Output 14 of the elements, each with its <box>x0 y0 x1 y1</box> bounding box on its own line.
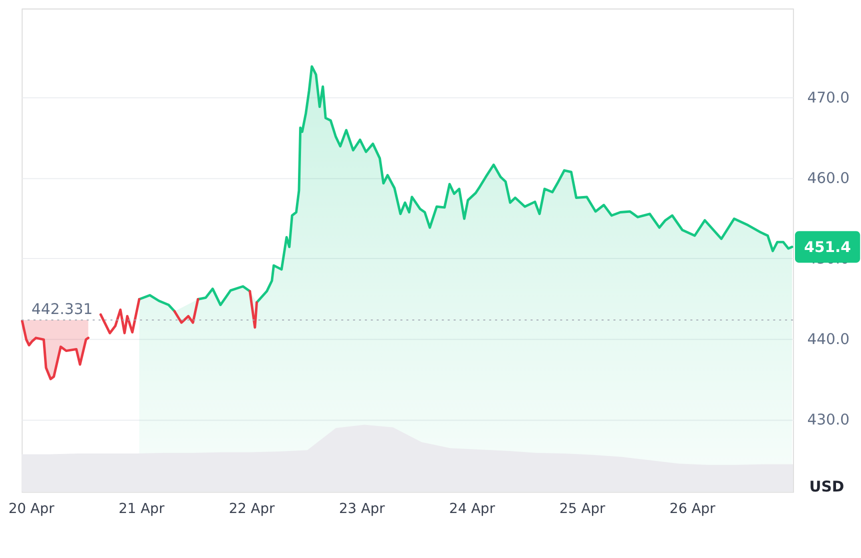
x-tick-label: 23 Apr <box>339 500 386 517</box>
x-tick-label: 25 Apr <box>559 500 606 517</box>
y-tick-label: 460.0 <box>807 170 850 188</box>
x-tick-label: 22 Apr <box>228 500 275 517</box>
x-tick-label: 20 Apr <box>8 500 55 517</box>
y-tick-label: 430.0 <box>807 412 850 429</box>
x-tick-label: 26 Apr <box>670 500 716 517</box>
x-tick-label: 24 Apr <box>449 500 496 517</box>
annotation: 451.4 <box>804 238 851 256</box>
ref-line-label: 442.331 <box>32 301 93 318</box>
x-tick-label: 21 Apr <box>118 500 165 517</box>
y-axis-title: USD <box>809 478 844 496</box>
y-tick-label: 470.0 <box>807 90 850 107</box>
y-tick-label: 440.0 <box>807 331 850 348</box>
